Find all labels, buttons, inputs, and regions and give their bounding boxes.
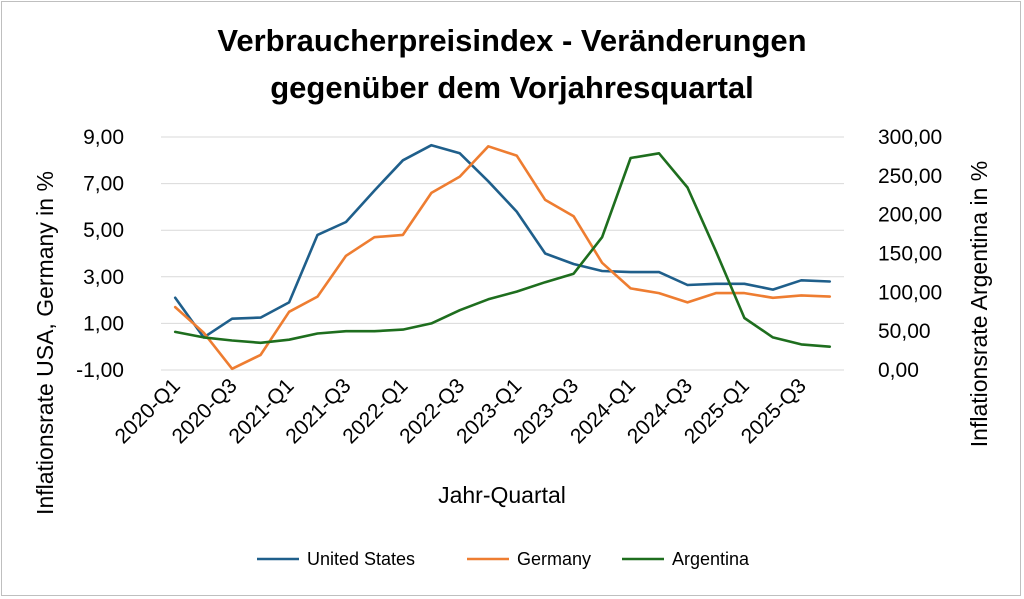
- legend-label: Argentina: [672, 549, 750, 569]
- y2-tick-label: 100,00: [878, 281, 942, 304]
- gridlines: [161, 136, 844, 371]
- series-line-argentina: [173, 152, 832, 349]
- y-tick-label: 3,00: [83, 266, 124, 289]
- y-axis-right-ticks: 0,00 50,00 100,00 150,00 200,00 250,00 300,00: [878, 126, 942, 382]
- legend-item-germany: Germany: [467, 549, 591, 569]
- y-axis-left-ticks: -1,00 1,00 3,00 5,00 7,00 9,00: [76, 126, 124, 382]
- x-axis-label: Jahr-Quartal: [438, 482, 566, 508]
- legend-item-argentina: Argentina: [622, 549, 750, 569]
- legend-item-united-states: United States: [257, 549, 415, 569]
- y-axis-left-label: Inflationsrate USA, Germany in %: [32, 171, 58, 515]
- chart-title-line-1: Verbraucherpreisindex - Veränderungen: [217, 23, 806, 58]
- series-line-germany: [173, 145, 832, 371]
- y-tick-label: -1,00: [76, 359, 124, 382]
- chart-title-line-2: gegenüber dem Vorjahresquartal: [270, 70, 754, 105]
- y2-tick-label: 0,00: [878, 359, 919, 382]
- y-tick-label: 9,00: [83, 126, 124, 149]
- y-tick-label: 1,00: [83, 312, 124, 335]
- series-lines: [173, 143, 832, 371]
- x-axis-ticks: 2020-Q12020-Q32021-Q12021-Q32022-Q12022-…: [111, 374, 811, 448]
- legend-label: United States: [307, 549, 415, 569]
- y2-tick-label: 250,00: [878, 165, 942, 188]
- series-line-united-states: [173, 143, 832, 339]
- y2-tick-label: 300,00: [878, 126, 942, 149]
- legend-label: Germany: [517, 549, 591, 569]
- y-tick-label: 7,00: [83, 173, 124, 196]
- y2-tick-label: 50,00: [878, 320, 931, 343]
- legend: United States Germany Argentina: [257, 549, 750, 569]
- y2-tick-label: 150,00: [878, 243, 942, 266]
- y2-tick-label: 200,00: [878, 204, 942, 227]
- y-axis-right-label: Inflationsrate Argentina in %: [966, 161, 992, 447]
- y-tick-label: 5,00: [83, 219, 124, 242]
